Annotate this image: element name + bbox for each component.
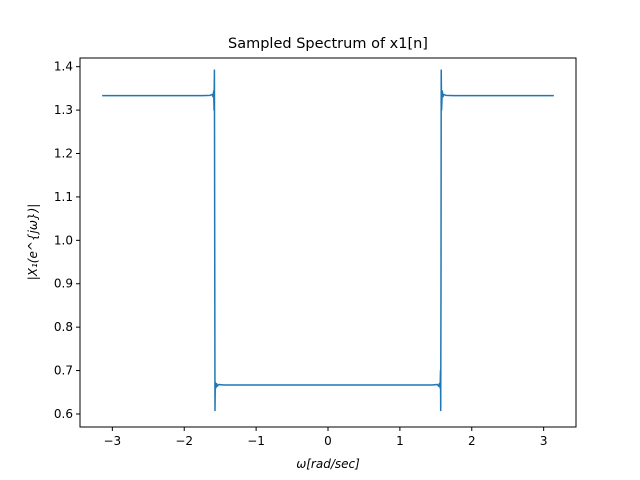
plot-area — [102, 69, 554, 412]
x-axis-label: ω[rad/sec] — [296, 457, 360, 471]
x-axis: −3 −2 −1 0 1 2 3 — [103, 427, 547, 448]
y-tick-label: 1.4 — [54, 60, 73, 74]
y-tick-label: 1.1 — [54, 190, 73, 204]
y-tick-label: 1.3 — [54, 103, 73, 117]
plot-frame — [79, 57, 577, 428]
chart-title: Sampled Spectrum of x1[n] — [228, 36, 428, 52]
y-axis-label: |X₁(e^{jω})| — [26, 204, 40, 281]
x-tick-label: −3 — [103, 434, 121, 448]
x-tick-label: 0 — [324, 434, 332, 448]
y-tick-label: 0.7 — [54, 364, 73, 378]
x-tick-label: 3 — [540, 434, 548, 448]
x-tick-label: 2 — [468, 434, 476, 448]
x-tick-label: −1 — [247, 434, 265, 448]
y-tick-label: 1.0 — [54, 233, 73, 247]
y-tick-label: 0.8 — [54, 320, 73, 334]
y-tick-label: 1.2 — [54, 147, 73, 161]
y-tick-label: 0.6 — [54, 407, 73, 421]
y-tick-label: 0.9 — [54, 277, 73, 291]
x-tick-label: 1 — [396, 434, 404, 448]
spectrum-line — [102, 69, 554, 412]
x-tick-label: −2 — [175, 434, 193, 448]
y-axis: 0.6 0.7 0.8 0.9 1.0 1.1 1.2 1.3 1.4 — [54, 60, 80, 421]
